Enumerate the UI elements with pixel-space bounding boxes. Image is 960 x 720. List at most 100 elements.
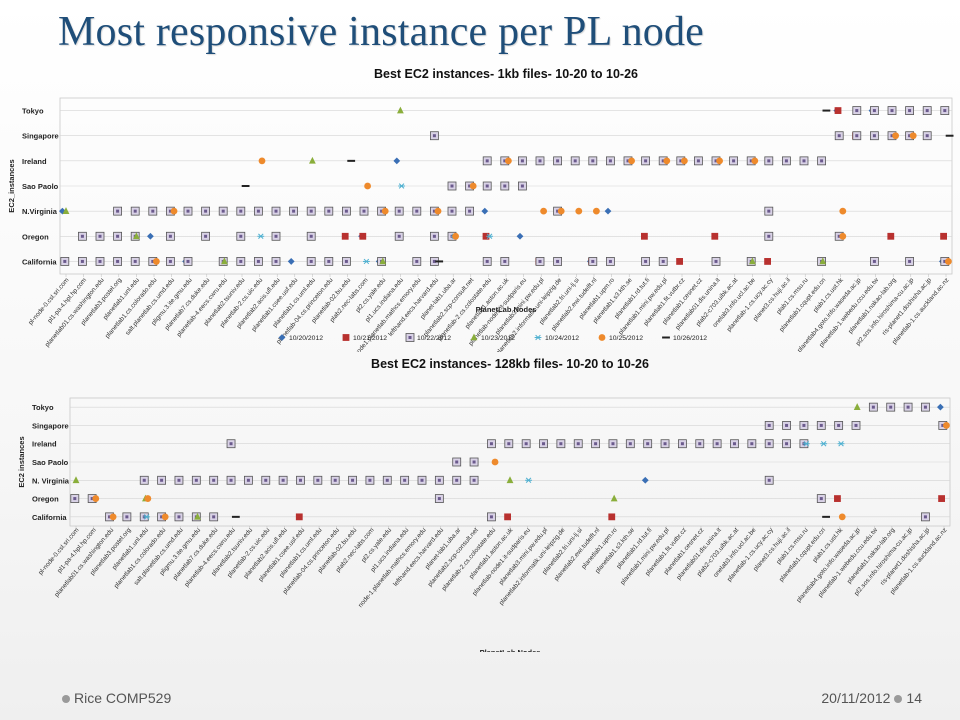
c1-point <box>681 157 688 165</box>
c1-y-tick-label: Oregon <box>22 232 49 241</box>
c1-point <box>575 207 583 215</box>
c1-point <box>363 258 370 265</box>
c1-point <box>258 157 266 165</box>
c1-legend-label: 10/23/2012 <box>481 335 515 342</box>
c1-y-tick-label: Sao Paolo <box>22 182 59 191</box>
c1-point <box>887 232 895 240</box>
footer-left: Rice COMP529 <box>58 690 171 706</box>
c2-point <box>92 495 100 502</box>
c1-legend-marker <box>662 336 670 339</box>
c1-point <box>482 232 490 240</box>
c1-point <box>628 157 635 165</box>
c1-legend-label: 10/25/2012 <box>609 335 643 342</box>
c2-y-tick-label: Sao Paolo <box>32 458 69 467</box>
c1-point <box>834 107 842 114</box>
c2-series-3 <box>72 403 861 520</box>
slide-title: Most responsive instance per PL node <box>58 9 705 55</box>
c2-point <box>109 513 117 521</box>
c1-legend-marker <box>342 334 350 341</box>
chart-128kb: Best EC2 instances- 128kb files- 10-20 t… <box>17 357 951 652</box>
c1-point <box>287 258 295 265</box>
c1-point <box>822 109 831 112</box>
c1-legend-marker <box>470 333 478 341</box>
c1-legend-label: 10/22/2012 <box>417 335 451 342</box>
c2-point <box>943 422 950 429</box>
c1-legend: 10/20/2012 10/21/2012 10/22/2012 10/23/2012… <box>278 333 707 342</box>
c2-point <box>820 440 828 447</box>
c1-y-tick-label: Singapore <box>22 132 59 141</box>
c2-x-axis-title: PlanetLab Nodes <box>480 648 541 652</box>
c1-point <box>604 207 612 215</box>
c2-point <box>231 515 240 518</box>
c1-point <box>452 232 459 240</box>
c1-point <box>147 232 154 240</box>
c2-point <box>525 477 532 484</box>
page-number: 14 <box>906 690 922 706</box>
c1-y-axis-title: EC2_instances <box>7 159 16 212</box>
c2-chart-title: Best EC2 instances- 128kb files- 10-20 t… <box>371 357 649 371</box>
c1-x-axis-title: PlanetLab Nodes <box>476 305 537 314</box>
c1-point <box>839 207 847 215</box>
c1-point <box>819 257 827 265</box>
c1-y-tick-label: California <box>22 257 57 266</box>
c1-point <box>379 257 387 265</box>
c2-point <box>937 403 944 411</box>
c1-series-2 <box>60 106 950 266</box>
c1-point <box>469 182 477 190</box>
c1-point <box>711 232 719 240</box>
c2-point <box>822 515 830 518</box>
c1-point <box>397 106 404 114</box>
c1-point <box>839 232 847 240</box>
c2-point <box>144 495 152 502</box>
c1-point <box>347 159 356 162</box>
c1-point <box>540 207 547 215</box>
c2-point <box>834 495 841 502</box>
c1-y-tick-label: Ireland <box>22 157 47 166</box>
chart-1kb: Best EC2 instances- 1kb files- 10-20 to … <box>7 67 954 352</box>
footer-date: 20/11/2012 <box>821 690 891 706</box>
c1-point <box>676 258 683 265</box>
c1-point <box>945 134 954 137</box>
c2-point <box>506 476 514 484</box>
footer-course: Rice COMP529 <box>74 690 172 706</box>
c1-y-tick-label: N.Virginia <box>22 207 58 216</box>
c1-legend-label: 10/20/2012 <box>289 335 323 342</box>
c1-point <box>749 257 756 265</box>
c2-series-0 <box>641 403 944 484</box>
c2-point <box>853 403 861 410</box>
c2-point <box>610 494 618 502</box>
c1-series-6 <box>241 109 954 263</box>
c1-point <box>381 207 389 215</box>
c1-point <box>481 207 489 215</box>
c1-point <box>170 207 178 215</box>
c2-point <box>491 458 499 466</box>
c2-y-tick-label: Tokyo <box>32 403 54 412</box>
c1-legend-label: 10/21/2012 <box>353 335 387 342</box>
bullet-dot-icon <box>894 695 903 704</box>
c2-y-axis-title: EC2 instances <box>17 436 26 487</box>
c1-point <box>892 132 899 140</box>
c1-point <box>716 157 723 165</box>
c1-point <box>940 232 947 240</box>
c1-point <box>909 132 917 140</box>
c1-point <box>593 207 600 215</box>
c1-point <box>241 185 250 187</box>
c2-point <box>608 513 616 521</box>
c2-point <box>161 513 169 521</box>
c1-series-4 <box>257 183 493 265</box>
c1-point <box>945 258 952 265</box>
c2-y-tick-label: N. Virginia <box>32 476 70 485</box>
c1-point <box>309 156 316 164</box>
c1-series-3 <box>62 106 827 265</box>
c2-series-6 <box>231 515 830 518</box>
c1-legend-label: 10/24/2012 <box>545 335 579 342</box>
c1-point <box>557 207 565 215</box>
c1-series-5 <box>153 132 952 265</box>
c1-point <box>486 233 493 240</box>
c1-point <box>435 260 444 263</box>
c1-legend-marker <box>598 334 606 341</box>
c2-y-tick-label: Oregon <box>32 495 59 504</box>
c1-point <box>153 258 160 265</box>
c1-point <box>221 257 228 265</box>
c2-series-4 <box>143 440 845 520</box>
